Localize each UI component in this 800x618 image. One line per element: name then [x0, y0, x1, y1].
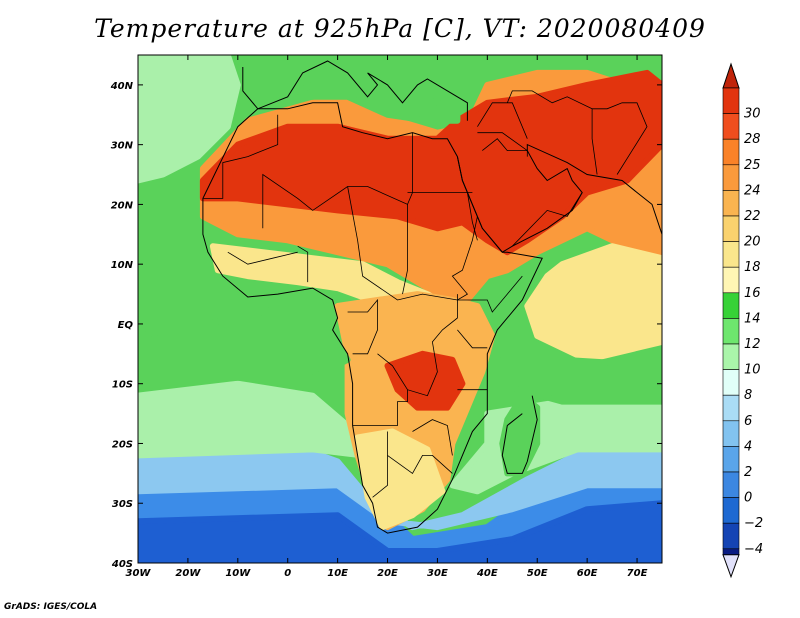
y-tick-label: 30S: [112, 499, 133, 510]
border-line: [457, 329, 488, 349]
border-line: [467, 192, 478, 241]
colorbar-label: 24: [744, 183, 761, 198]
region-south-ocean-deep: [138, 500, 662, 563]
border-line: [482, 138, 528, 152]
y-tick-label: 40S: [111, 559, 133, 570]
y-tick-label: 40N: [110, 81, 134, 92]
region-north-atlantic-light: [138, 55, 241, 184]
colorbar-top-arrow: [722, 62, 740, 89]
colorbar-label: 22: [744, 209, 761, 224]
colorbar-bin: [722, 420, 740, 447]
colorbar-bin: [722, 497, 740, 524]
colorbar-label: 14: [744, 311, 761, 326]
colorbar-bin: [722, 241, 740, 268]
x-tick-label: 40E: [476, 568, 498, 579]
colorbar-bin: [722, 446, 740, 473]
region-east-africa-hot: [384, 350, 466, 411]
colorbar-bottom-arrow: [722, 554, 740, 579]
colorbar-label: 0: [744, 491, 752, 506]
colorbar-bin: [722, 369, 740, 396]
colorbar-bin: [722, 522, 740, 550]
credit-text: GrADS: IGES/COLA: [4, 602, 98, 612]
colorbar-bin: [722, 318, 740, 345]
colorbar-bin: [722, 266, 740, 294]
arabia-outline: [456, 143, 662, 253]
border-line: [202, 114, 279, 199]
colorbar-label: 28: [744, 132, 761, 147]
colorbar-label: 6: [744, 414, 752, 429]
border-line: [347, 298, 378, 355]
border-line: [592, 102, 648, 175]
border-line: [402, 204, 408, 295]
colorbar-label: 12: [744, 337, 761, 352]
x-tick-label: 10E: [327, 568, 348, 579]
colorbar-bin: [722, 113, 740, 140]
border-line: [512, 192, 583, 247]
x-tick-label: 10W: [225, 568, 251, 579]
madagascar-outline: [501, 395, 538, 474]
colorbar-label: 4: [744, 439, 752, 454]
x-tick-label: 20W: [175, 568, 201, 579]
border-line: [297, 245, 309, 283]
colorbar-label: 30: [744, 107, 761, 122]
y-tick-label: 20S: [112, 439, 133, 450]
x-tick-label: 20E: [377, 568, 398, 579]
x-tick-label: 50E: [527, 568, 548, 579]
border-line: [352, 389, 408, 426]
x-tick-label: 30E: [427, 568, 448, 579]
colorbar-label: 2: [744, 465, 752, 480]
border-line: [387, 454, 453, 474]
y-tick-label: 10N: [111, 260, 134, 271]
y-tick-label: 30N: [111, 141, 134, 152]
africa-coastline: [202, 102, 543, 534]
colorbar-label: 16: [744, 286, 761, 301]
border-line: [227, 251, 298, 265]
colorbar-bin: [722, 394, 740, 422]
colorbar-bottom-bin: [722, 548, 740, 556]
border-line: [457, 275, 523, 313]
region-arabian-sea-green: [494, 350, 662, 405]
border-line: [377, 294, 458, 397]
y-tick-label: 20N: [111, 200, 134, 211]
region-south-africa-yellow: [354, 428, 446, 531]
border-line: [477, 132, 528, 157]
y-tick-label: 10S: [112, 380, 133, 391]
x-axis-ticks: 30W 20W 10W 0 10E 20E 30E 40E 50E 60E 70E: [126, 55, 648, 579]
coastlines: [202, 60, 662, 534]
colorbar-bin: [722, 471, 740, 498]
colorbar-label: 18: [744, 260, 761, 275]
x-tick-label: 70E: [627, 568, 648, 579]
colorbar-bin: [722, 215, 740, 242]
colorbar-bin: [722, 292, 740, 319]
colorbar-bin: [722, 87, 740, 114]
border-line: [477, 102, 528, 139]
colorbar-bin: [722, 138, 740, 166]
colorbar-label: −4: [744, 542, 763, 557]
colorbar-label: 20: [744, 235, 761, 250]
colorbar-label: 8: [744, 388, 752, 403]
region-gulf-of-guinea-green: [138, 303, 351, 381]
colorbar-bin: [722, 164, 740, 191]
colorbar-label: 10: [744, 363, 761, 378]
colorbar-label: −2: [744, 516, 763, 531]
border-line: [412, 419, 453, 456]
map-plot-area: [138, 55, 662, 563]
colorbar-bin: [722, 343, 740, 370]
border-line: [372, 431, 388, 498]
country-borders: [202, 90, 648, 498]
map-frame: [137, 54, 663, 564]
y-tick-label: EQ: [118, 320, 134, 331]
x-tick-label: 0: [284, 568, 291, 579]
colorbar-label: 25: [744, 158, 761, 173]
x-tick-label: 60E: [577, 568, 598, 579]
border-line: [506, 90, 598, 175]
map-title: Temperature at 925hPa [C], VT: 202008040…: [94, 14, 706, 43]
colorbar-bin: [722, 190, 740, 217]
x-tick-label: 30W: [126, 568, 152, 579]
y-axis-ticks: 40N 30N 20N 10N EQ 10S 20S 30S 40S: [110, 81, 662, 570]
europe-outline: [242, 60, 468, 121]
region-med-green: [254, 81, 461, 124]
